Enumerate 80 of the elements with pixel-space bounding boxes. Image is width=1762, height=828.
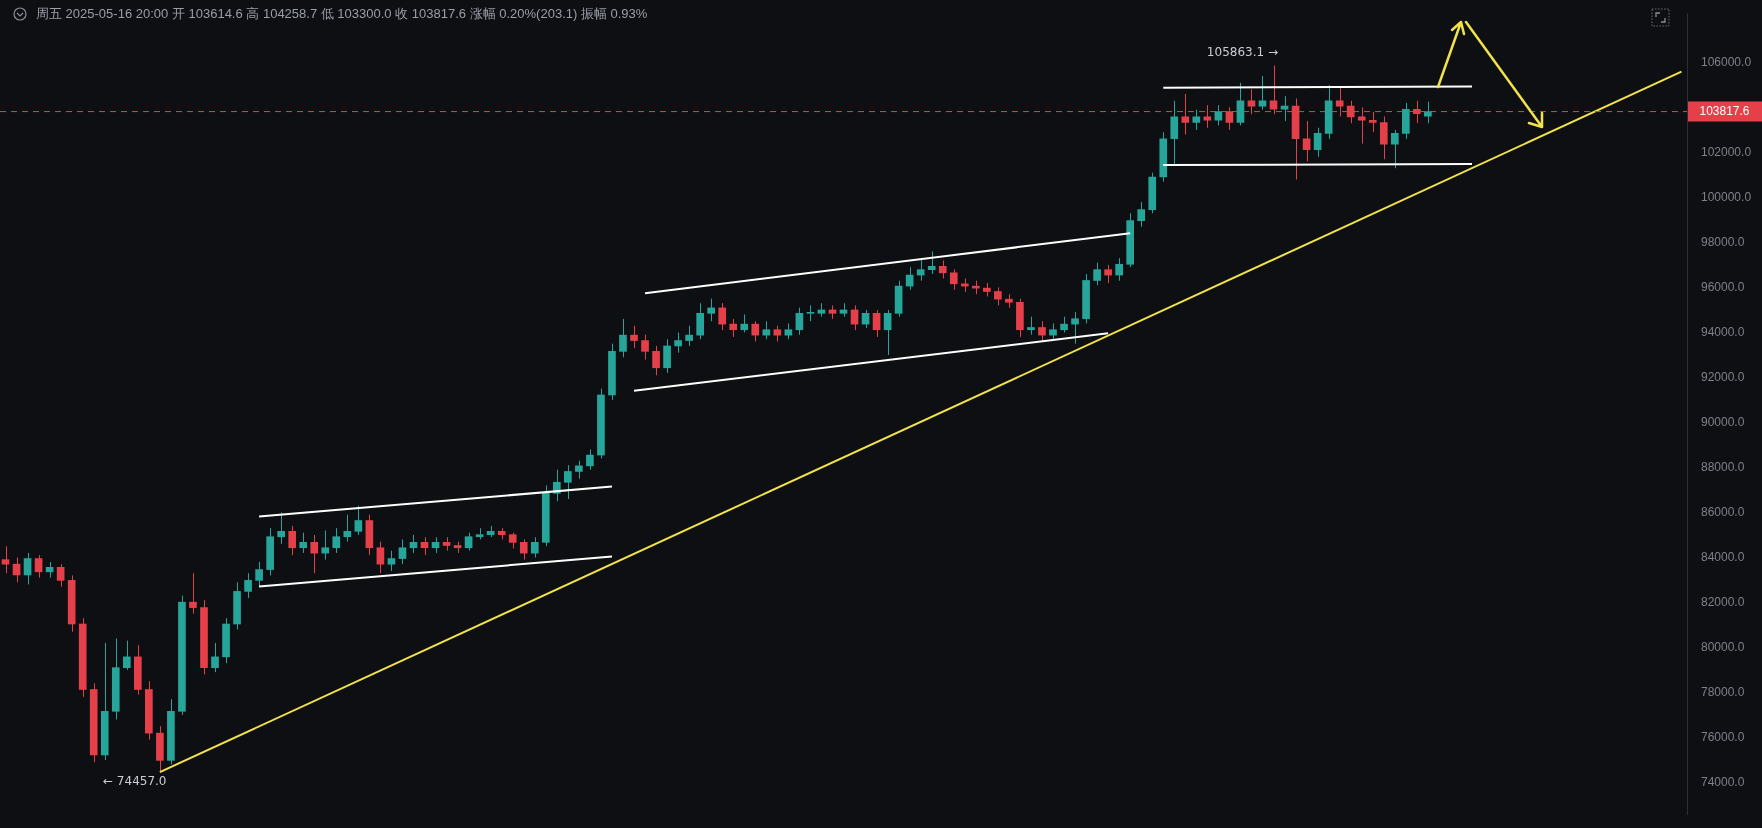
candlestick (1071, 311, 1079, 345)
candlestick (916, 257, 925, 282)
candlestick (1214, 104, 1223, 126)
candlestick (376, 541, 385, 574)
candlestick (1236, 82, 1245, 126)
candlestick (586, 448, 594, 471)
candlestick (1368, 111, 1377, 133)
candlestick (652, 345, 660, 376)
y-tick-label: 102000.0 (1701, 144, 1752, 159)
candlestick (1280, 95, 1289, 122)
candlestick (619, 318, 627, 358)
annotation: 105863.1 → (1206, 45, 1278, 60)
candlestick (1170, 100, 1179, 167)
candlestick (56, 563, 65, 588)
candlestick (1093, 262, 1101, 286)
y-tick-label: 90000.0 (1701, 414, 1745, 429)
candlestick (674, 331, 682, 354)
candlestick (949, 268, 958, 291)
candlestick (564, 464, 572, 500)
annotation: ← 74457.0 (103, 774, 167, 789)
candlestick (795, 307, 804, 336)
candlestick (872, 309, 881, 338)
y-tick-label: 78000.0 (1701, 684, 1745, 699)
y-tick-label: 84000.0 (1701, 549, 1745, 564)
candlestick (255, 561, 263, 588)
candlestick (1313, 127, 1322, 158)
y-tick-label: 96000.0 (1701, 279, 1745, 294)
candlestick (343, 514, 352, 543)
candlestick (244, 572, 252, 599)
candlestick (1, 545, 10, 574)
candlestick (641, 334, 649, 360)
candlestick (23, 552, 32, 585)
candlestick (696, 302, 704, 340)
candlestick (1038, 320, 1046, 342)
candlestick (277, 511, 285, 545)
candlestick (927, 250, 936, 275)
candlestick (1115, 257, 1123, 282)
ref-line-label: 103817.6 (1699, 103, 1750, 118)
candlestick (310, 534, 319, 574)
candlestick (122, 640, 131, 671)
candlestick (685, 325, 693, 347)
candlestick (1258, 75, 1267, 111)
y-tick-label: 92000.0 (1701, 369, 1745, 384)
y-tick-label: 86000.0 (1701, 504, 1745, 519)
candlestick (751, 320, 760, 342)
candlestick (883, 309, 892, 356)
y-tick-label: 76000.0 (1701, 729, 1745, 744)
candlestick (332, 527, 341, 554)
candlestick (211, 642, 219, 673)
y-tick-label: 88000.0 (1701, 459, 1745, 474)
candlestick (1379, 115, 1388, 160)
y-tick-label: 106000.0 (1701, 54, 1752, 69)
candlestick (299, 532, 308, 554)
candlestick (189, 572, 197, 615)
candlestick (398, 538, 407, 565)
candlestick (718, 302, 727, 331)
candlestick (354, 505, 363, 536)
candlestick (663, 338, 671, 374)
candlestick (519, 538, 528, 561)
candlestick (630, 325, 638, 349)
y-tick-label: 82000.0 (1701, 594, 1745, 609)
y-tick-label: 74000.0 (1701, 774, 1745, 789)
candlestick (34, 554, 43, 579)
candlestick (1302, 120, 1311, 162)
y-tick-label: 94000.0 (1701, 324, 1745, 339)
y-tick-label: 100000.0 (1701, 189, 1752, 204)
candlestick (530, 536, 539, 558)
y-tick-label: 80000.0 (1701, 639, 1745, 654)
candlestick (707, 298, 716, 322)
candlestick (1247, 88, 1256, 115)
candlestick (321, 529, 330, 561)
chart-title: 周五 2025-05-16 20:00 开 103614.6 高 104258.7 低 103300.0 收 103817.6 涨幅 0.20%(203.1) 振幅 0.93% (36, 5, 648, 23)
candlestick (1424, 101, 1432, 124)
candlestick (1203, 104, 1212, 129)
candlestick (387, 550, 396, 572)
candlestick (1181, 93, 1190, 135)
candlestick (1390, 129, 1399, 169)
y-tick-label: 98000.0 (1701, 234, 1745, 249)
candlestick (288, 525, 297, 556)
candlestick (1137, 201, 1146, 228)
